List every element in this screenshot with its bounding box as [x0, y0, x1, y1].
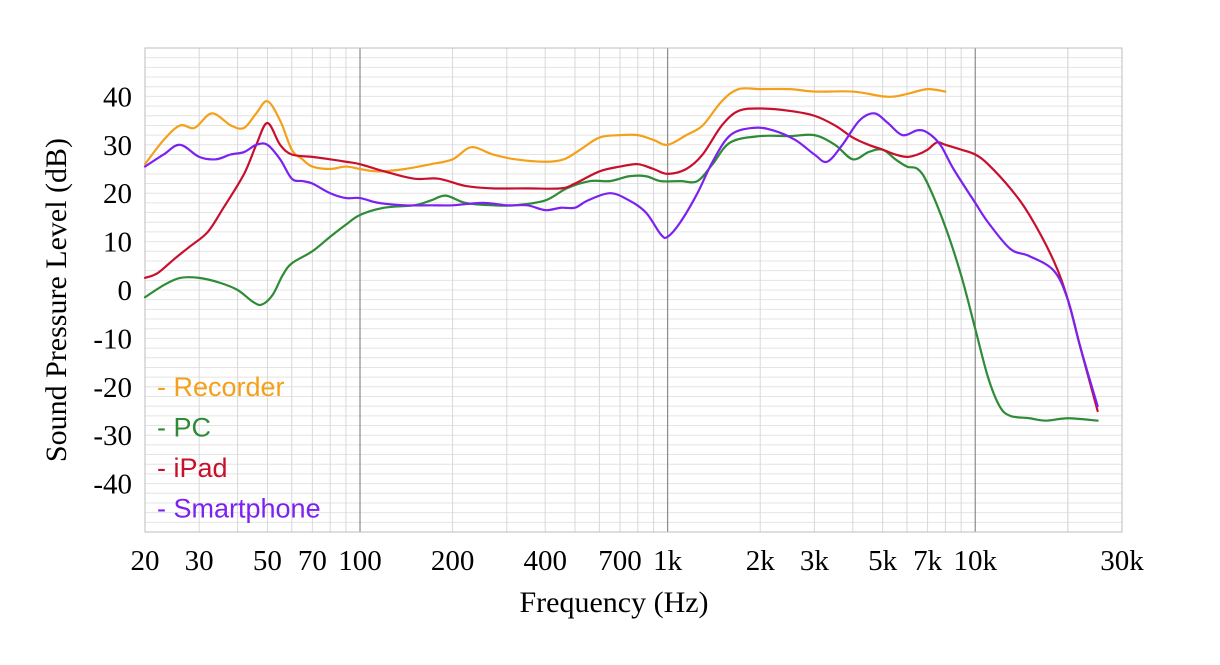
legend-entry-2: - iPad [157, 453, 228, 483]
x-tick-label: 2k [746, 545, 776, 577]
x-tick-label: 1k [653, 545, 683, 577]
x-tick-label: 3k [800, 545, 830, 577]
x-tick-label: 7k [913, 545, 943, 577]
y-tick-label: 20 [103, 178, 132, 210]
x-tick-label: 5k [868, 545, 898, 577]
y-tick-label: -10 [93, 323, 132, 355]
x-axis-label: Frequency (Hz) [519, 586, 708, 619]
series-line-3 [143, 112, 1099, 408]
x-tick-label: 30 [185, 545, 214, 577]
series-line-1 [143, 133, 1099, 422]
x-tick-label: 700 [598, 545, 642, 577]
y-tick-label: -30 [93, 420, 132, 452]
x-tick-label: 70 [298, 545, 327, 577]
minor-gridlines [145, 57, 1122, 523]
plot-frame [144, 47, 1123, 533]
y-tick-label: 0 [118, 275, 133, 307]
series-line-2 [143, 107, 1099, 413]
y-axis-label: Sound Pressure Level (dB) [40, 138, 73, 462]
x-tick-label: 100 [338, 545, 382, 577]
legend-entry-1: - PC [157, 413, 211, 443]
x-tick-label: 20 [131, 545, 160, 577]
series-lines [143, 87, 1099, 422]
legend: - Recorder - PC - iPad - Smartphone [157, 372, 321, 524]
x-tick-labels: 20 30 50 70 100 200 400 700 1k 2k 3k 5k 7k 10k 30k [131, 545, 1145, 577]
x-tick-label: 30k [1100, 545, 1144, 577]
y-tick-label: 40 [103, 81, 132, 113]
x-tick-label: 10k [953, 545, 997, 577]
y-tick-label: 10 [103, 227, 132, 259]
y-tick-label: -20 [93, 372, 132, 404]
y-tick-label: -40 [93, 469, 132, 501]
legend-entry-0: - Recorder [157, 372, 285, 402]
x-tick-label: 50 [253, 545, 282, 577]
x-tick-label: 400 [523, 545, 567, 577]
y-tick-label: 30 [103, 130, 132, 162]
legend-entry-3: - Smartphone [157, 494, 321, 524]
x-tick-label: 200 [431, 545, 475, 577]
series-line-0 [143, 87, 947, 173]
y-tick-labels: 40 30 20 10 0 -10 -20 -30 -40 [93, 81, 132, 500]
